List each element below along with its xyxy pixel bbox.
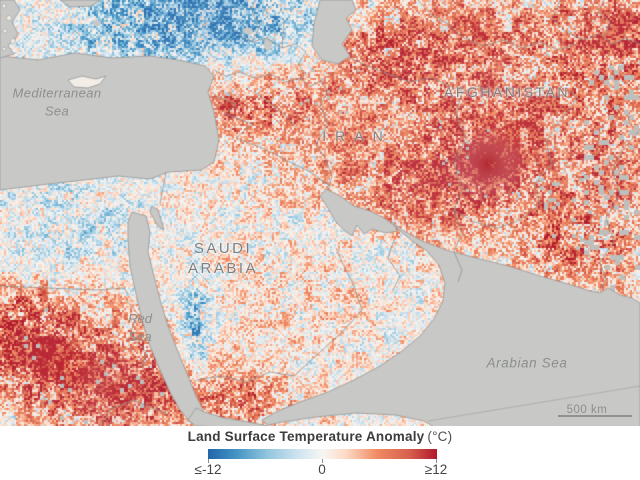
legend-gradient-bar — [208, 449, 437, 459]
legend-tick-left — [208, 459, 209, 463]
legend-unit: (°C) — [427, 429, 453, 444]
scale-bar-line — [558, 415, 632, 417]
temperature-anomaly-map-canvas — [0, 0, 640, 426]
scale-bar-label: 500 km — [566, 404, 608, 416]
legend-tick-label-zero: 0 — [318, 462, 326, 477]
legend-tick-right — [436, 459, 437, 463]
legend-title: Land Surface Temperature Anomaly (°C) — [0, 429, 640, 444]
anomaly-map: Mediterranean Sea IRAN AFGHANISTAN SAUDI… — [0, 0, 640, 426]
legend-title-text: Land Surface Temperature Anomaly — [187, 429, 425, 444]
legend: Land Surface Temperature Anomaly (°C) ≤-1… — [0, 426, 640, 480]
legend-tick-center — [322, 459, 323, 463]
legend-tick-label-min: ≤-12 — [194, 462, 222, 477]
legend-tick-label-max: ≥12 — [424, 462, 448, 477]
